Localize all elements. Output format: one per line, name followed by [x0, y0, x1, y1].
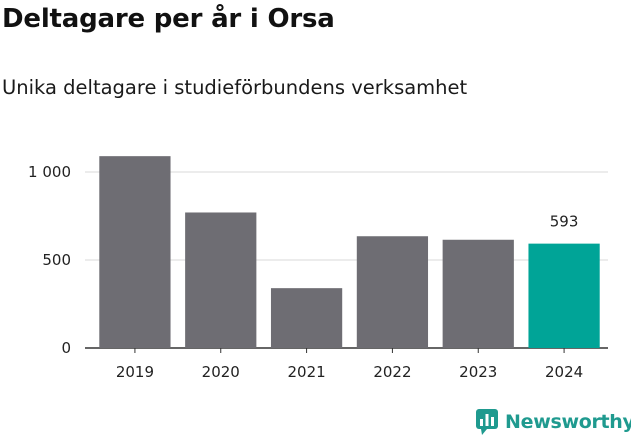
bar-2020 — [185, 212, 257, 348]
x-tick-label: 2022 — [373, 363, 411, 381]
y-tick-label: 0 — [61, 339, 71, 357]
y-axis-ticks: 0 500 1 000 — [28, 163, 71, 357]
data-labels: 593 — [550, 213, 579, 231]
x-tick-label: 2023 — [459, 363, 497, 381]
x-tick-label: 2021 — [287, 363, 325, 381]
bar-2022 — [356, 236, 429, 348]
x-axis-ticks: 2019 2020 2021 2022 2023 2024 — [116, 348, 583, 381]
bar-2021 — [270, 288, 343, 348]
chart-title: Deltagare per år i Orsa — [2, 4, 335, 34]
bar-2023 — [442, 239, 514, 348]
x-tick-label: 2020 — [202, 363, 240, 381]
data-label: 593 — [550, 213, 579, 231]
x-tick-label: 2024 — [545, 363, 583, 381]
gridlines — [85, 171, 608, 349]
brand-name: Newsworthy — [505, 411, 631, 433]
bars — [99, 156, 600, 348]
chart-subtitle: Unika deltagare i studieförbundens verks… — [2, 76, 468, 99]
bar-2024 — [528, 243, 600, 348]
x-tick-label: 2019 — [116, 363, 154, 381]
y-tick-label: 500 — [42, 251, 71, 269]
newsworthy-logo-icon — [476, 409, 498, 435]
y-tick-label: 1 000 — [28, 163, 71, 181]
bar-2019 — [99, 156, 171, 348]
brand-logo: Newsworthy — [475, 407, 631, 437]
